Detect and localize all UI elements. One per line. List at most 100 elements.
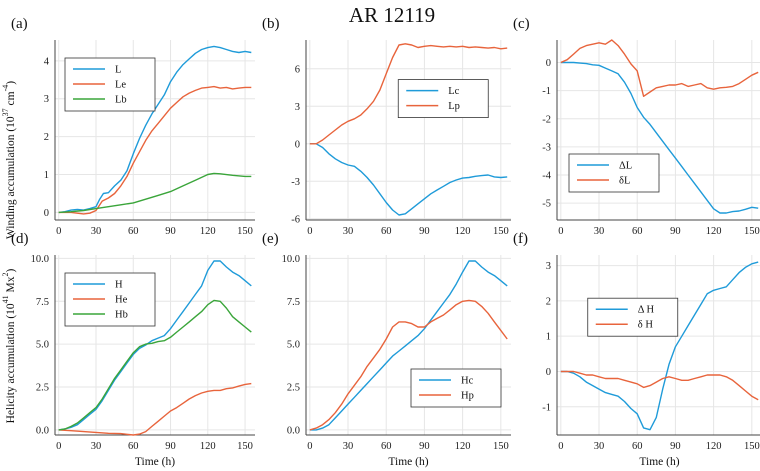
y-tick-label: -1 xyxy=(542,402,551,413)
legend-entry: Lp xyxy=(448,101,460,112)
x-tick-label: 150 xyxy=(237,441,253,452)
x-tick-label: 120 xyxy=(200,441,216,452)
x-tick-label: 90 xyxy=(419,441,430,452)
legend-entry: Hp xyxy=(461,391,474,402)
panel-label: (a) xyxy=(11,16,28,32)
x-tick-label: 90 xyxy=(165,441,176,452)
y-tick-label: 0.0 xyxy=(287,425,300,436)
x-tick-label: 120 xyxy=(706,441,722,452)
series-line-Hp xyxy=(309,299,508,431)
y-tick-label: 10.0 xyxy=(282,254,300,265)
panel-f: 0 30 60 90 120 150 -1 0 1 2 3 (f) Time (h) Δ H δ H xyxy=(513,231,760,468)
series-line-Lb xyxy=(58,172,252,214)
x-axis-label: Time (h) xyxy=(135,456,175,468)
y-tick-label: 2 xyxy=(44,132,49,143)
legend-entry: ΔL xyxy=(619,161,632,172)
series-line-ΔL xyxy=(560,61,759,214)
y-tick-label: -1 xyxy=(542,86,551,97)
x-tick-label: 0 xyxy=(558,226,563,237)
x-tick-label: 30 xyxy=(594,226,605,237)
x-tick-label: 120 xyxy=(706,226,722,237)
legend-box xyxy=(587,297,679,337)
legend: Lc Lp xyxy=(397,79,489,118)
y-tick-label: 0 xyxy=(546,58,551,69)
y-tick-label: 2.5 xyxy=(36,383,49,394)
legend-entry: Hb xyxy=(115,310,128,321)
panel-c: 0 30 60 90 120 150 -5 -4 -3 -2 -1 0 (c) ΔL δL xyxy=(513,16,760,237)
x-tick-label: 60 xyxy=(632,226,643,237)
x-tick-label: 30 xyxy=(594,441,605,452)
y-tick-label: 0 xyxy=(295,139,300,150)
y-tick-label: 3 xyxy=(546,261,551,272)
y-tick-label: 0 xyxy=(44,208,49,219)
legend-entry: Lb xyxy=(115,95,127,106)
x-tick-label: 120 xyxy=(455,226,471,237)
series-line-Lp xyxy=(309,43,508,145)
x-tick-label: 60 xyxy=(632,441,643,452)
x-tick-label: 150 xyxy=(493,441,509,452)
y-tick-label: 3 xyxy=(44,94,49,105)
x-tick-label: 90 xyxy=(165,226,176,237)
x-tick-label: 0 xyxy=(307,226,312,237)
y-tick-label: 0.0 xyxy=(36,425,49,436)
y-tick-label: -3 xyxy=(291,177,300,188)
legend-entry: Hc xyxy=(461,376,474,387)
y-tick-label: 1 xyxy=(546,332,551,343)
x-tick-label: 60 xyxy=(381,441,392,452)
x-tick-label: 30 xyxy=(91,441,102,452)
legend-entry: H xyxy=(115,280,123,291)
y-axis-label-winding: Winding accumulation (1037 cm-4) xyxy=(1,81,17,239)
panel-label: (d) xyxy=(11,231,29,247)
x-tick-label: 150 xyxy=(744,441,760,452)
y-tick-label: -4 xyxy=(542,171,551,182)
x-tick-label: 30 xyxy=(343,441,354,452)
panel-label: (c) xyxy=(513,16,530,32)
series-line-L xyxy=(58,45,252,214)
x-tick-label: 0 xyxy=(307,441,312,452)
panel-label: (f) xyxy=(513,231,528,247)
x-tick-label: 0 xyxy=(56,441,61,452)
y-tick-label: 7.5 xyxy=(36,297,49,308)
y-tick-label: 5.0 xyxy=(36,340,49,351)
x-tick-label: 60 xyxy=(128,226,139,237)
x-tick-label: 30 xyxy=(343,226,354,237)
y-tick-label: 4 xyxy=(44,56,50,67)
legend-entry: δL xyxy=(619,176,630,187)
y-tick-label: 7.5 xyxy=(287,297,300,308)
legend: H He Hb xyxy=(64,272,156,327)
x-axis-label: Time (h) xyxy=(388,456,428,468)
legend-entry: Δ H xyxy=(638,305,655,316)
y-tick-label: 2.5 xyxy=(287,383,300,394)
x-tick-label: 150 xyxy=(493,226,509,237)
legend-entry: Lc xyxy=(448,86,459,97)
x-tick-label: 90 xyxy=(670,226,681,237)
legend: Hc Hp xyxy=(410,368,502,408)
x-tick-label: 30 xyxy=(91,226,102,237)
panel-label: (b) xyxy=(262,16,280,32)
series-line-Le xyxy=(58,85,252,215)
y-tick-label: 1 xyxy=(44,170,49,181)
panel-d: 0 30 60 90 120 150 0.0 2.5 5.0 7.5 10.0(d) Time (h)… xyxy=(11,231,255,468)
x-tick-label: 0 xyxy=(56,226,61,237)
figure-title: AR 12119 xyxy=(349,3,435,27)
x-tick-label: 60 xyxy=(381,226,392,237)
y-tick-label: -6 xyxy=(291,214,300,225)
legend-box xyxy=(397,79,489,118)
y-tick-label: 10.0 xyxy=(31,254,49,265)
x-tick-label: 120 xyxy=(455,441,471,452)
x-tick-label: 90 xyxy=(419,226,430,237)
y-axis-label-helicity: Helicity accumulation (1041 Mx2) xyxy=(1,268,17,423)
series-line-H xyxy=(58,260,252,431)
legend-box xyxy=(568,153,660,193)
panel-b: 0 30 60 90 120 150 -6 -3 0 3 6 (b) Lc Lp xyxy=(262,16,511,237)
y-tick-label: -2 xyxy=(542,114,551,125)
x-tick-label: 60 xyxy=(128,441,139,452)
x-tick-label: 120 xyxy=(200,226,216,237)
legend-entry: He xyxy=(115,295,128,306)
y-tick-label: 6 xyxy=(295,64,300,75)
x-tick-label: 90 xyxy=(670,441,681,452)
panel-label: (e) xyxy=(262,231,279,247)
y-tick-label: 2 xyxy=(546,296,551,307)
